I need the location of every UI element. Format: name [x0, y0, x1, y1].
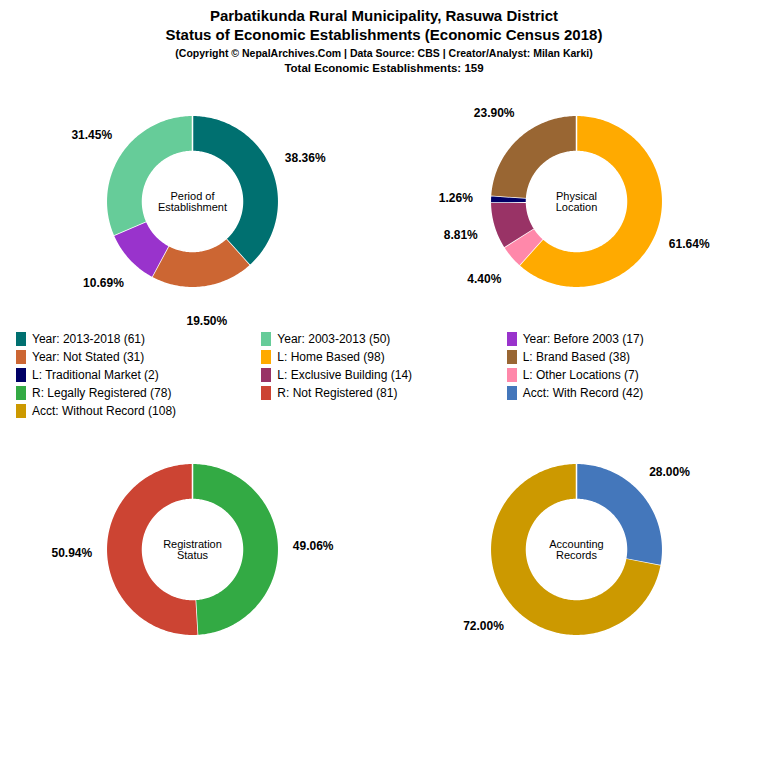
svg-text:31.45%: 31.45%	[71, 128, 112, 142]
svg-text:38.36%: 38.36%	[285, 151, 326, 165]
html-text:Total Economic Establishments:: Total Economic Establishments: 159	[284, 62, 484, 74]
svg-text:49.06%: 49.06%	[293, 539, 334, 553]
svg-text:AccountingRecords: AccountingRecords	[549, 538, 603, 561]
svg-text:8.81%: 8.81%	[444, 228, 478, 242]
svg-text:23.90%: 23.90%	[474, 106, 515, 120]
svg-text:10.69%: 10.69%	[83, 276, 124, 290]
html-text:Acct: Without Record (108): Acct: Without Record (108)	[32, 404, 177, 418]
svg-text:1.26%: 1.26%	[439, 191, 473, 205]
html-text:Parbatikunda Rural Municipalit: Parbatikunda Rural Municipality, Rasuwa …	[209, 7, 559, 24]
svg-text:19.50%: 19.50%	[186, 314, 227, 326]
svg-text:RegistrationStatus: RegistrationStatus	[163, 538, 222, 561]
svg-text:72.00%: 72.00%	[463, 619, 504, 633]
html-text:R: Not Registered (81): R: Not Registered (81)	[277, 386, 398, 400]
html-text:Year: 2013-2018 (61): Year: 2013-2018 (61)	[32, 332, 145, 346]
html-text:Year: 2003-2013 (50): Year: 2003-2013 (50)	[277, 332, 391, 346]
html-text:(Copyright © NepalArchives.Com: (Copyright © NepalArchives.Com | Data So…	[175, 47, 593, 59]
html-text:L: Traditional Market (2): L: Traditional Market (2)	[32, 368, 159, 382]
html-text:Acct: With Record (42): Acct: With Record (42)	[522, 386, 644, 400]
html-text:Year: Before 2003 (17): Year: Before 2003 (17)	[522, 332, 644, 346]
svg-text:50.94%: 50.94%	[52, 546, 93, 560]
html-text:L: Brand Based (38): L: Brand Based (38)	[522, 350, 631, 364]
html-text:Year: Not Stated (31): Year: Not Stated (31)	[32, 350, 145, 364]
svg-text:Period ofEstablishment: Period ofEstablishment	[158, 190, 227, 213]
html-text:L: Other Locations (7): L: Other Locations (7)	[522, 368, 639, 382]
html-text:L: Home Based (98): L: Home Based (98)	[277, 350, 385, 364]
svg-text:4.40%: 4.40%	[467, 272, 501, 286]
html-text:Status of Economic Establishme: Status of Economic Establishments (Econo…	[165, 26, 603, 43]
svg-text:28.00%: 28.00%	[649, 465, 690, 479]
html-text:R: Legally Registered (78): R: Legally Registered (78)	[32, 386, 172, 400]
html-text:L: Exclusive Building (14): L: Exclusive Building (14)	[277, 368, 413, 382]
svg-text:61.64%: 61.64%	[669, 237, 710, 251]
svg-text:PhysicalLocation: PhysicalLocation	[556, 190, 598, 213]
